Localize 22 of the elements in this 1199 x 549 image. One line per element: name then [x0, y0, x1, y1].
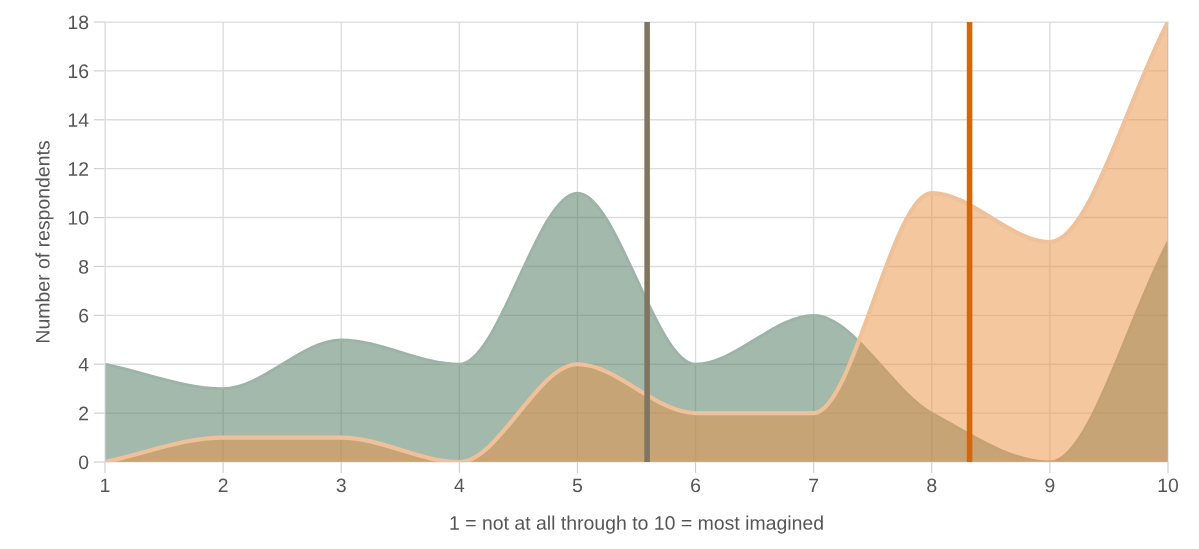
x-tick-label: 1: [101, 478, 110, 493]
y-tick-label: 12: [68, 162, 89, 176]
x-tick-label: 5: [572, 478, 583, 493]
x-tick-label: 9: [1045, 478, 1055, 493]
y-axis-title: Number of respondents: [35, 141, 54, 342]
x-tick-label: 3: [336, 478, 346, 493]
x-tick-label: 2: [218, 478, 228, 493]
y-tick-label: 2: [79, 406, 89, 421]
y-tick-label: 0: [78, 455, 89, 470]
y-tick-label: 10: [68, 211, 89, 225]
y-tick-label: 6: [79, 308, 89, 323]
y-tick-label: 14: [68, 113, 89, 127]
y-tick-label: 4: [78, 357, 89, 372]
x-tick-label: 4: [454, 478, 465, 493]
y-tick-label: 16: [68, 64, 89, 79]
x-axis-title: 1 = not at all through to 10 = most imagined: [450, 515, 823, 534]
y-tick-label: 18: [68, 15, 89, 30]
x-tick-label: 10: [1158, 478, 1179, 493]
x-tick-label: 8: [927, 478, 937, 493]
x-tick-label: 7: [809, 478, 819, 493]
y-tick-label: 8: [79, 259, 89, 274]
x-tick-label: 6: [691, 478, 701, 493]
